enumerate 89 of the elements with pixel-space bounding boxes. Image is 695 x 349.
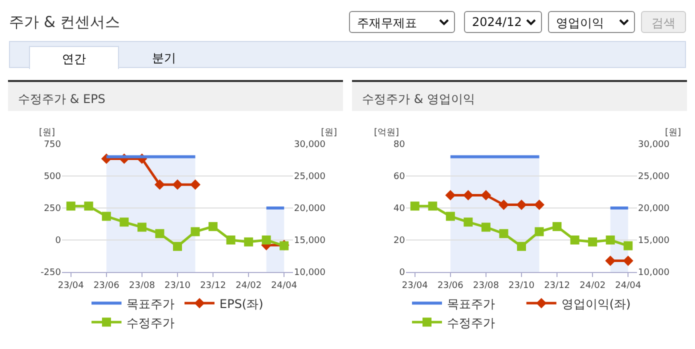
- chart-title: 수정주가 & EPS: [8, 80, 343, 111]
- x-tick-label: 23/04: [402, 280, 428, 291]
- y2-tick-label: 20,000: [294, 204, 326, 214]
- point: [480, 190, 492, 200]
- x-tick-label: 24/04: [271, 280, 298, 291]
- y2-axis-title: [원]: [321, 128, 338, 138]
- text: 2024/12: [472, 15, 522, 29]
- x-tick-label: 23/08: [472, 280, 500, 291]
- y2-tick-label: 10,000: [638, 268, 670, 278]
- y-tick-label: 0: [399, 268, 406, 278]
- x-tick-label: 23/08: [128, 280, 156, 291]
- point: [66, 202, 76, 211]
- y-axis-title: [원]: [39, 128, 56, 138]
- point: [605, 256, 616, 266]
- point: [190, 179, 200, 190]
- point: [244, 237, 254, 246]
- point: [464, 218, 473, 227]
- point: [120, 218, 129, 227]
- y-tick-label: 500: [44, 172, 62, 182]
- point: [262, 236, 271, 244]
- y-tick-label: 0: [55, 236, 62, 246]
- x-tick-label: 23/12: [544, 280, 570, 291]
- y-tick-label: 750: [44, 140, 62, 150]
- y-tick-label: 20: [394, 236, 406, 246]
- text: 영업이익: [556, 16, 604, 30]
- y2-tick-label: 25,000: [294, 172, 326, 182]
- text: 분기: [151, 50, 177, 67]
- point: [516, 200, 527, 210]
- text: 연간: [29, 46, 119, 69]
- point: [445, 190, 456, 200]
- y2-tick-label: 10,000: [294, 268, 326, 278]
- point: [154, 179, 165, 190]
- x-tick-label: 23/12: [200, 280, 226, 291]
- point: [534, 200, 544, 210]
- point: [499, 229, 508, 238]
- point: [208, 222, 218, 232]
- text: 주가 & 컨센서스: [9, 13, 120, 32]
- point: [498, 200, 509, 210]
- chart-title: 수정주가 & 영업이익: [352, 80, 687, 111]
- point: [226, 236, 236, 244]
- y-tick-label: -250: [40, 268, 62, 278]
- point: [172, 179, 183, 190]
- point: [137, 222, 146, 232]
- point: [190, 227, 200, 236]
- point: [588, 237, 598, 246]
- point: [570, 236, 580, 244]
- text: 검색: [641, 11, 686, 33]
- legend-label: EPS(좌): [220, 296, 264, 311]
- x-tick-label: 23/06: [93, 280, 120, 291]
- y2-tick-label: 15,000: [294, 236, 326, 246]
- point: [84, 202, 94, 211]
- x-tick-label: 23/10: [164, 280, 191, 291]
- y2-tick-label: 15,000: [638, 236, 670, 246]
- y-tick-label: 40: [394, 204, 406, 214]
- legend-label: 수정주가: [447, 316, 495, 330]
- y-tick-label: 60: [394, 172, 406, 182]
- y2-tick-label: 25,000: [638, 172, 670, 182]
- x-tick-label: 24/02: [580, 280, 606, 291]
- x-tick-label: 23/04: [58, 280, 84, 291]
- y2-tick-label: 30,000: [294, 140, 326, 150]
- point: [624, 241, 633, 250]
- point: [173, 242, 182, 251]
- x-tick-label: 24/04: [615, 280, 642, 291]
- point: [446, 212, 455, 221]
- point: [481, 222, 490, 232]
- point: [534, 227, 544, 236]
- x-tick-label: 24/02: [236, 280, 262, 291]
- y-tick-label: 250: [44, 204, 62, 214]
- point: [606, 236, 615, 244]
- text: 주재무제표: [357, 16, 417, 30]
- y2-axis-title: [원]: [665, 128, 682, 138]
- point: [462, 190, 474, 200]
- y2-tick-label: 30,000: [638, 140, 670, 150]
- point: [622, 256, 634, 266]
- legend-label: 수정주가: [126, 316, 174, 330]
- y-axis-title: [억원]: [374, 128, 400, 138]
- point: [155, 229, 164, 238]
- x-tick-label: 23/06: [437, 280, 464, 291]
- point: [102, 212, 111, 221]
- y2-tick-label: 20,000: [638, 204, 670, 214]
- point: [410, 202, 420, 211]
- y-tick-label: 80: [394, 140, 406, 150]
- point: [517, 242, 526, 251]
- point: [552, 222, 562, 232]
- legend-label: 목표주가: [126, 296, 174, 311]
- legend-label: 영업이익(좌): [561, 296, 631, 311]
- legend-label: 목표주가: [447, 296, 495, 311]
- x-tick-label: 23/10: [508, 280, 535, 291]
- point: [428, 202, 438, 211]
